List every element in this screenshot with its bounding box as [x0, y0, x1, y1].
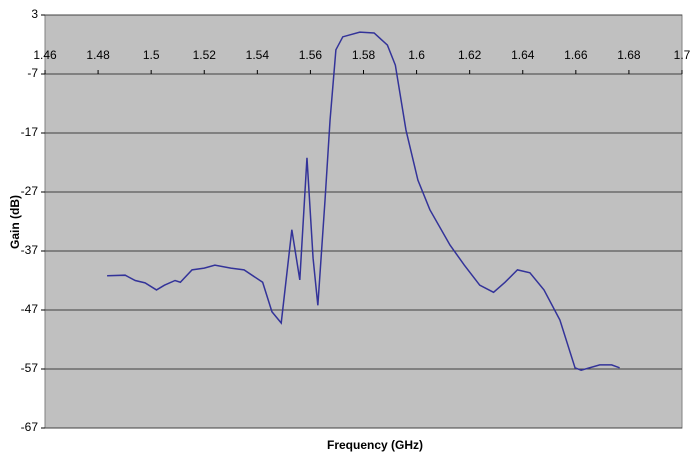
x-tick-label: 1.66 — [564, 48, 588, 62]
plot-area — [44, 14, 683, 429]
x-tick-label: 1.62 — [458, 48, 482, 62]
x-tick-label: 1.64 — [511, 48, 535, 62]
x-tick-label: 1.46 — [33, 48, 57, 62]
x-tick-label: 1.5 — [143, 48, 160, 62]
series-line — [107, 31, 620, 371]
x-tick-label: 1.54 — [246, 48, 270, 62]
x-axis-title: Frequency (GHz) — [327, 438, 423, 452]
x-tick-label: 1.48 — [86, 48, 110, 62]
y-tick-label: -27 — [21, 184, 39, 198]
x-tick-label: 1.7 — [674, 48, 690, 62]
y-tick-label: 3 — [31, 7, 38, 21]
y-tick-label: -67 — [21, 420, 39, 434]
y-axis-title: Gain (dB) — [8, 195, 22, 249]
y-tick-label: -17 — [21, 125, 39, 139]
x-tick-label: 1.6 — [408, 48, 425, 62]
y-tick-label: -37 — [21, 243, 39, 257]
y-tick-label: -57 — [21, 361, 39, 375]
x-tick-label: 1.68 — [617, 48, 641, 62]
y-tick-label: -47 — [21, 302, 39, 316]
y-tick-label: -7 — [27, 66, 38, 80]
x-tick-label: 1.58 — [352, 48, 376, 62]
x-tick-label: 1.56 — [299, 48, 323, 62]
x-tick-label: 1.52 — [193, 48, 217, 62]
